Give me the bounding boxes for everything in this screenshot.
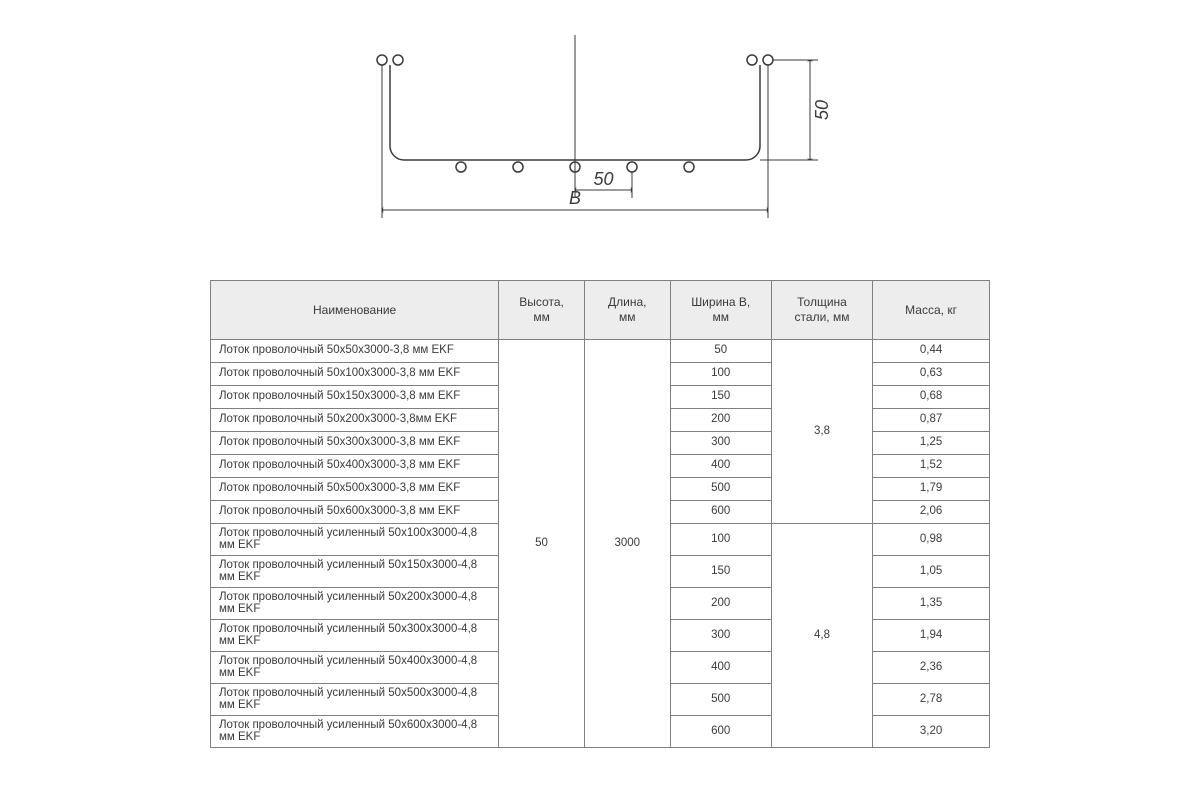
cell-mass: 1,25 xyxy=(873,432,990,455)
cell-width: 300 xyxy=(670,432,771,455)
cell-name: Лоток проволочный 50х200х3000-3,8мм EKF xyxy=(211,409,499,432)
cell-name: Лоток проволочный 50х600х3000-3,8 мм EKF xyxy=(211,501,499,524)
cell-height: 50 xyxy=(499,340,585,748)
cell-thickness: 3,8 xyxy=(771,340,872,524)
svg-text:50: 50 xyxy=(812,100,832,120)
col-length: Длина,мм xyxy=(584,281,670,340)
cell-name: Лоток проволочный усиленный 50х600х3000-… xyxy=(211,716,499,748)
cell-name: Лоток проволочный 50х100х3000-3,8 мм EKF xyxy=(211,363,499,386)
cell-width: 100 xyxy=(670,524,771,556)
cell-mass: 2,78 xyxy=(873,684,990,716)
cell-width: 500 xyxy=(670,684,771,716)
cross-section-diagram: B5050 xyxy=(320,30,880,260)
spec-table: Наименование Высота,мм Длина,мм Ширина В… xyxy=(210,280,990,748)
page: B5050 Наименование Высота,мм Длина,мм Ши… xyxy=(0,0,1200,800)
col-mass: Масса, кг xyxy=(873,281,990,340)
col-width: Ширина В,мм xyxy=(670,281,771,340)
table-body: Лоток проволочный 50х50х3000-3,8 мм EKF5… xyxy=(211,340,990,748)
svg-text:50: 50 xyxy=(593,169,613,189)
cell-mass: 1,05 xyxy=(873,556,990,588)
cell-mass: 2,06 xyxy=(873,501,990,524)
cell-width: 200 xyxy=(670,409,771,432)
cell-mass: 1,79 xyxy=(873,478,990,501)
cell-name: Лоток проволочный усиленный 50х100х3000-… xyxy=(211,524,499,556)
cell-mass: 3,20 xyxy=(873,716,990,748)
cell-name: Лоток проволочный усиленный 50х500х3000-… xyxy=(211,684,499,716)
cell-name: Лоток проволочный усиленный 50х400х3000-… xyxy=(211,652,499,684)
col-name: Наименование xyxy=(211,281,499,340)
table-row: Лоток проволочный 50х50х3000-3,8 мм EKF 5… xyxy=(211,340,990,363)
col-thick: Толщинастали, мм xyxy=(771,281,872,340)
cell-mass: 1,94 xyxy=(873,620,990,652)
cell-mass: 0,68 xyxy=(873,386,990,409)
cell-mass: 0,87 xyxy=(873,409,990,432)
cell-mass: 2,36 xyxy=(873,652,990,684)
cell-name: Лоток проволочный усиленный 50х200х3000-… xyxy=(211,588,499,620)
cell-name: Лоток проволочный усиленный 50х150х3000-… xyxy=(211,556,499,588)
cell-width: 600 xyxy=(670,716,771,748)
cell-name: Лоток проволочный 50х400х3000-3,8 мм EKF xyxy=(211,455,499,478)
cell-width: 400 xyxy=(670,652,771,684)
col-height: Высота,мм xyxy=(499,281,585,340)
cell-mass: 0,98 xyxy=(873,524,990,556)
cell-width: 150 xyxy=(670,386,771,409)
cell-width: 50 xyxy=(670,340,771,363)
cell-width: 600 xyxy=(670,501,771,524)
cell-mass: 1,35 xyxy=(873,588,990,620)
cell-width: 100 xyxy=(670,363,771,386)
cell-name: Лоток проволочный 50х50х3000-3,8 мм EKF xyxy=(211,340,499,363)
cell-thickness: 4,8 xyxy=(771,524,872,748)
cell-width: 500 xyxy=(670,478,771,501)
cell-name: Лоток проволочный 50х150х3000-3,8 мм EKF xyxy=(211,386,499,409)
cell-name: Лоток проволочный 50х300х3000-3,8 мм EKF xyxy=(211,432,499,455)
cell-name: Лоток проволочный усиленный 50х300х3000-… xyxy=(211,620,499,652)
cell-width: 150 xyxy=(670,556,771,588)
cell-length: 3000 xyxy=(584,340,670,748)
cell-width: 300 xyxy=(670,620,771,652)
diagram-wrap: B5050 xyxy=(210,30,990,260)
cell-mass: 0,63 xyxy=(873,363,990,386)
table-head: Наименование Высота,мм Длина,мм Ширина В… xyxy=(211,281,990,340)
cell-width: 400 xyxy=(670,455,771,478)
cell-mass: 1,52 xyxy=(873,455,990,478)
cell-mass: 0,44 xyxy=(873,340,990,363)
cell-width: 200 xyxy=(670,588,771,620)
cell-name: Лоток проволочный 50х500х3000-3,8 мм EKF xyxy=(211,478,499,501)
